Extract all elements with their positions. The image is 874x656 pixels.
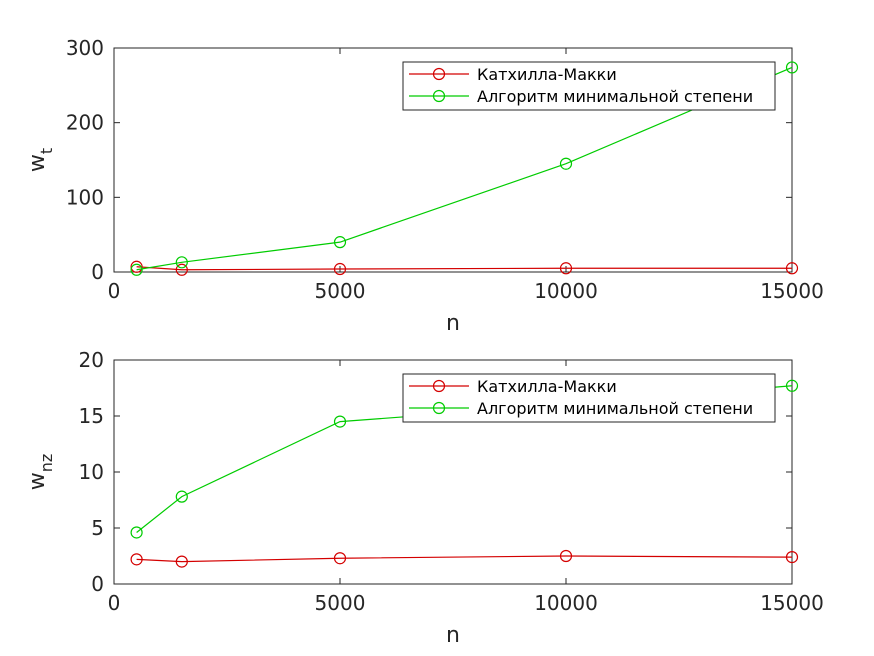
y-tick-label: 0 bbox=[91, 260, 104, 284]
data-point bbox=[333, 415, 347, 428]
data-point bbox=[785, 551, 799, 564]
y-tick-label: 0 bbox=[91, 572, 104, 596]
x-tick-label: 5000 bbox=[315, 591, 366, 615]
data-point bbox=[559, 549, 573, 563]
data-point bbox=[175, 490, 188, 503]
legend: Катхилла-Макки Алгоритм минимальной степе… bbox=[402, 61, 776, 111]
legend-marker-2 bbox=[432, 89, 446, 103]
x-tick-label: 10000 bbox=[534, 591, 598, 615]
y-tick-label: 300 bbox=[66, 36, 104, 60]
data-point bbox=[333, 236, 347, 249]
y-axis-label: wnz bbox=[25, 454, 56, 491]
x-tick-label: 0 bbox=[108, 279, 121, 303]
legend-label-1: Катхилла-Макки bbox=[477, 377, 617, 396]
data-point bbox=[333, 262, 347, 276]
y-axis-label-subscript: t bbox=[37, 148, 56, 154]
series-line-1 bbox=[136, 266, 792, 271]
x-tick-label: 10000 bbox=[534, 279, 598, 303]
legend-label-1: Катхилла-Макки bbox=[477, 65, 617, 84]
data-point bbox=[175, 256, 188, 269]
y-tick-label: 20 bbox=[79, 348, 104, 372]
x-tick-label: 15000 bbox=[760, 279, 824, 303]
x-tick-label: 0 bbox=[108, 591, 121, 615]
chart-2: 0 5000 10000 15000 0 5 10 15 20 n wnz Катхилла-Макк… bbox=[25, 348, 824, 648]
y-tick-label: 10 bbox=[79, 460, 104, 484]
y-axis-label-main: w bbox=[25, 154, 50, 172]
data-point bbox=[559, 262, 573, 275]
series-line-2 bbox=[136, 66, 793, 271]
y-tick-label: 5 bbox=[91, 516, 104, 540]
series-line-1 bbox=[136, 555, 793, 563]
data-point bbox=[333, 552, 347, 565]
y-tick-label: 15 bbox=[79, 404, 104, 428]
y-tick-label: 200 bbox=[66, 111, 104, 135]
y-tick-label: 100 bbox=[66, 185, 104, 209]
legend-label-2: Алгоритм минимальной степени bbox=[477, 399, 753, 418]
x-tick-label: 15000 bbox=[760, 591, 824, 615]
legend-box bbox=[402, 373, 776, 423]
legend-marker-1 bbox=[432, 379, 446, 393]
x-axis-label: n bbox=[446, 623, 460, 648]
legend-marker-2 bbox=[432, 401, 446, 415]
data-point bbox=[175, 555, 188, 568]
x-tick-label: 5000 bbox=[315, 279, 366, 303]
plot-area-frame bbox=[113, 47, 793, 273]
legend-marker-1 bbox=[432, 67, 446, 81]
data-point bbox=[785, 61, 799, 74]
data-point bbox=[130, 260, 143, 273]
y-axis-label-main: w bbox=[25, 472, 50, 490]
y-axis-label: wt bbox=[25, 148, 56, 172]
data-point bbox=[130, 553, 143, 566]
chart-1: 0 5000 10000 15000 0 100 200 300 n wt Катхилла-Мак… bbox=[25, 36, 824, 336]
y-axis-label-subscript: nz bbox=[37, 454, 56, 473]
legend-box bbox=[402, 61, 776, 111]
legend-label-2: Алгоритм минимальной степени bbox=[477, 87, 753, 106]
data-point bbox=[175, 263, 188, 276]
legend: Катхилла-Макки Алгоритм минимальной степе… bbox=[402, 373, 776, 423]
data-point bbox=[559, 157, 573, 170]
data-point bbox=[130, 263, 143, 276]
data-point bbox=[785, 379, 799, 392]
x-axis-label: n bbox=[446, 311, 460, 336]
data-point bbox=[785, 262, 799, 275]
data-point bbox=[130, 526, 143, 539]
